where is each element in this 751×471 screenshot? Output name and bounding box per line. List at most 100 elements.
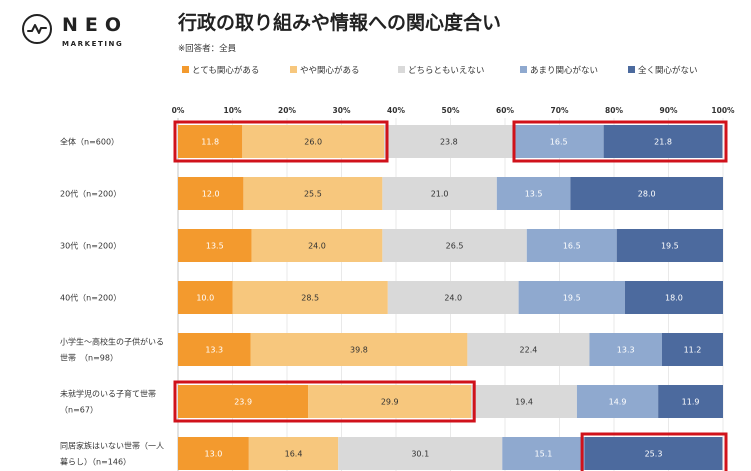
bar-segment <box>384 125 514 158</box>
category-label: 未就学児のいる子育て世帯 <box>60 389 156 399</box>
data-label: 13.5 <box>525 190 543 199</box>
category-label: 全体（n=600） <box>60 137 119 147</box>
legend-label: あまり関心がない <box>530 65 598 76</box>
bar-segment <box>178 177 244 210</box>
bar-segment <box>178 229 252 262</box>
x-tick-label: 40% <box>387 106 405 115</box>
data-label: 25.5 <box>304 190 322 199</box>
bar-segment <box>589 333 662 366</box>
data-label: 13.3 <box>205 346 223 355</box>
category-label: 40代（n=200） <box>60 293 121 303</box>
logo-name: NEO <box>62 14 129 36</box>
bar-segment <box>584 437 723 470</box>
data-label: 39.8 <box>350 346 368 355</box>
bar-segment <box>576 385 659 418</box>
bar-segment <box>471 385 577 418</box>
x-tick-label: 50% <box>442 106 460 115</box>
bar-segment <box>178 385 309 418</box>
data-label: 23.8 <box>440 138 458 147</box>
data-label: 29.9 <box>381 398 399 407</box>
bar-segment <box>387 281 519 314</box>
category-label: 20代（n=200） <box>60 189 121 199</box>
data-label: 21.0 <box>431 190 449 199</box>
bar-segment <box>624 281 723 314</box>
bar-segment <box>243 177 383 210</box>
data-label: 18.0 <box>665 294 683 303</box>
bar-segment <box>178 281 233 314</box>
bar-segment <box>661 333 723 366</box>
legend-swatch <box>520 66 527 73</box>
data-label: 28.5 <box>301 294 319 303</box>
highlight-frame <box>512 120 728 163</box>
legend-swatch <box>290 66 297 73</box>
data-label: 26.0 <box>304 138 322 147</box>
bar-segment <box>242 125 385 158</box>
chart-title: 行政の取り組みや情報への関心度合い <box>178 12 502 34</box>
x-tick-label: 30% <box>333 106 351 115</box>
x-tick-label: 20% <box>278 106 296 115</box>
data-label: 24.0 <box>308 242 326 251</box>
data-label: 12.0 <box>202 190 220 199</box>
category-label: 同居家族はいない世帯（一人 <box>60 441 164 451</box>
data-label: 19.4 <box>515 398 533 407</box>
x-tick-label: 60% <box>496 106 514 115</box>
bar-segment <box>658 385 723 418</box>
data-label: 28.0 <box>638 190 656 199</box>
bar-segment <box>178 437 249 470</box>
category-label: 小学生～高校生の子供がいる <box>60 337 164 347</box>
data-label: 13.0 <box>205 450 223 459</box>
bar-segment <box>178 333 251 366</box>
bar-segment <box>308 385 472 418</box>
neo-marketing-logo: NEO MARKETING <box>22 12 132 52</box>
data-label: 16.5 <box>563 242 581 251</box>
legend-swatch <box>182 66 189 73</box>
highlight-frame <box>580 432 728 471</box>
bar-segment <box>496 177 571 210</box>
bar-segment <box>251 229 383 262</box>
legend-label: どちらともいえない <box>408 66 484 76</box>
highlight-frame <box>173 120 389 163</box>
x-tick-label: 0% <box>172 106 185 115</box>
logo-subtitle: MARKETING <box>62 40 124 48</box>
x-tick-label: 100% <box>711 106 735 115</box>
data-label: 13.5 <box>206 242 224 251</box>
legend-swatch <box>398 66 405 73</box>
data-label: 22.4 <box>520 346 538 355</box>
bar-segment <box>338 437 503 470</box>
highlight-frame <box>173 380 476 423</box>
bar-segment <box>178 125 243 158</box>
data-label: 13.3 <box>617 346 635 355</box>
data-label: 26.5 <box>446 242 464 251</box>
data-label: 24.0 <box>444 294 462 303</box>
x-tick-label: 80% <box>605 106 623 115</box>
category-label: 世帯 （n=98） <box>60 353 118 363</box>
category-label: （n=67） <box>60 406 98 415</box>
data-label: 10.0 <box>196 294 214 303</box>
legend-label: 全く関心がない <box>638 65 698 76</box>
bar-segment <box>513 125 604 158</box>
data-label: 16.4 <box>285 450 303 459</box>
data-label: 11.2 <box>684 346 702 355</box>
data-label: 19.5 <box>661 242 679 251</box>
data-label: 15.1 <box>535 450 553 459</box>
data-label: 16.5 <box>550 138 568 147</box>
x-tick-label: 90% <box>660 106 678 115</box>
bar-segment <box>518 281 625 314</box>
data-label: 23.9 <box>234 398 252 407</box>
bar-segment <box>248 437 339 470</box>
data-label: 30.1 <box>411 450 429 459</box>
bar-segment <box>603 125 723 158</box>
x-tick-label: 70% <box>551 106 569 115</box>
data-label: 11.8 <box>201 138 219 147</box>
logo-wave-icon <box>22 14 52 44</box>
legend-label: やや関心がある <box>300 65 360 76</box>
data-label: 25.3 <box>645 450 663 459</box>
data-label: 14.9 <box>609 398 627 407</box>
bar-segment <box>616 229 723 262</box>
bar-segment <box>467 333 590 366</box>
bar-segment <box>570 177 723 210</box>
bar-segment <box>526 229 617 262</box>
data-label: 19.5 <box>563 294 581 303</box>
respondent-note: ※回答者：全員 <box>178 44 237 54</box>
